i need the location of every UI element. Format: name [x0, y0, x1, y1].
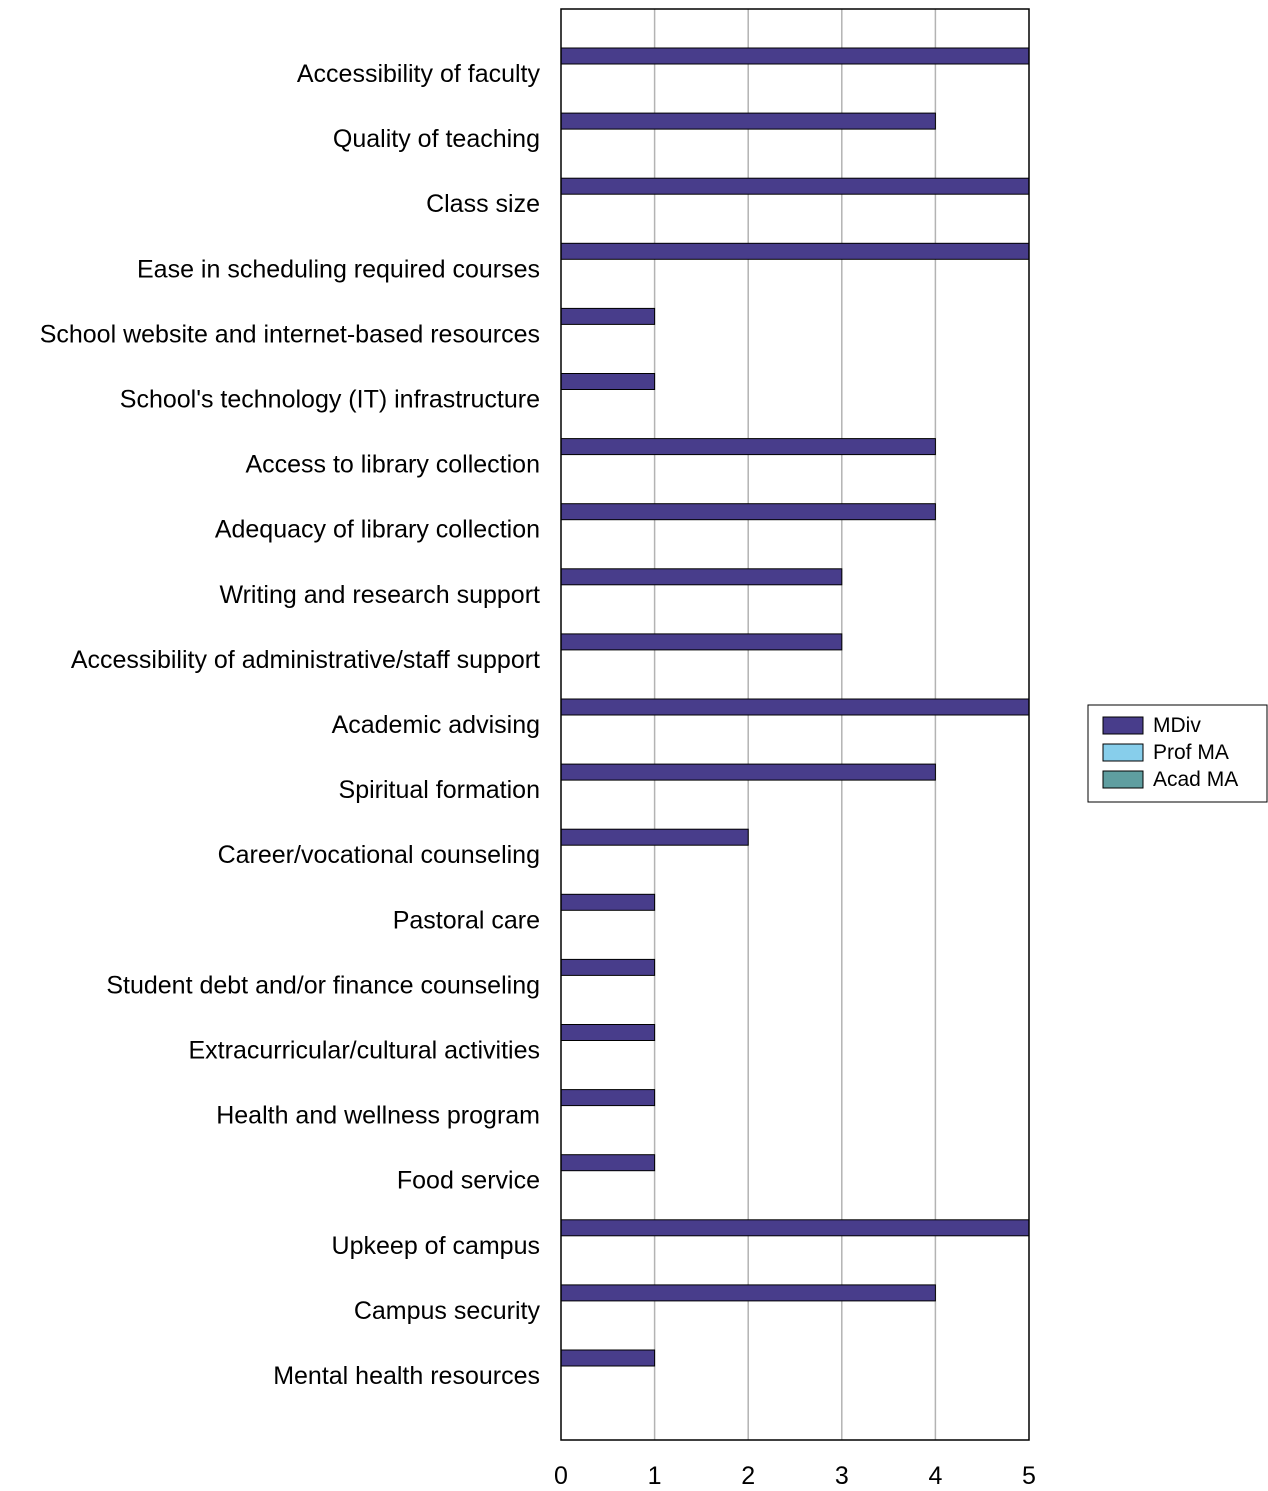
bars — [560, 47, 1030, 1367]
category-label: Mental health resources — [273, 1362, 540, 1390]
bar — [560, 958, 656, 976]
category-label: Food service — [397, 1167, 540, 1195]
bar — [560, 177, 1030, 195]
bar — [560, 1219, 1030, 1237]
bar — [560, 1284, 936, 1302]
category-label: Campus security — [354, 1297, 541, 1325]
legend-label: Prof MA — [1153, 741, 1229, 764]
bar — [560, 112, 936, 130]
bar — [560, 568, 843, 586]
legend-label: MDiv — [1153, 714, 1201, 737]
category-label: Academic advising — [332, 711, 540, 739]
category-label: Access to library collection — [245, 451, 540, 479]
bar — [560, 307, 656, 325]
category-label: Writing and research support — [219, 581, 540, 609]
x-tick-label: 2 — [741, 1462, 755, 1490]
x-tick-label: 0 — [554, 1462, 568, 1490]
legend-swatch — [1102, 716, 1144, 735]
category-label: Student debt and/or finance counseling — [106, 971, 540, 999]
category-labels: Accessibility of faculty Quality of teach… — [40, 60, 541, 1390]
category-label: Accessibility of administrative/staff su… — [71, 646, 540, 674]
category-label: Accessibility of faculty — [297, 60, 541, 88]
category-label: School website and internet-based resour… — [40, 320, 540, 348]
legend-swatch — [1102, 770, 1144, 789]
category-label: Adequacy of library collection — [215, 516, 540, 544]
x-tick-label: 5 — [1022, 1462, 1036, 1490]
bar — [560, 242, 1030, 260]
category-label: Career/vocational counseling — [218, 841, 540, 869]
bar — [560, 438, 936, 456]
category-label: Ease in scheduling required courses — [137, 255, 540, 283]
bar — [560, 1089, 656, 1107]
category-label: Health and wellness program — [216, 1102, 540, 1130]
legend-label: Acad MA — [1153, 768, 1238, 791]
bar — [560, 503, 936, 521]
bar — [560, 763, 936, 781]
category-label: Extracurricular/cultural activities — [189, 1037, 541, 1065]
category-label: Quality of teaching — [333, 125, 540, 153]
category-label: Upkeep of campus — [332, 1232, 540, 1260]
x-tick-labels: 0 1 2 3 4 5 — [554, 1462, 1036, 1490]
category-label: Pastoral care — [393, 906, 540, 934]
legend-swatch — [1102, 743, 1144, 762]
bar — [560, 373, 656, 390]
x-tick-label: 3 — [835, 1462, 849, 1490]
legend: MDiv Prof MA Acad MA — [1087, 704, 1268, 803]
plot-area-frame — [560, 8, 1030, 1441]
category-label: Spiritual formation — [339, 776, 540, 804]
category-label: School's technology (IT) infrastructure — [120, 386, 540, 414]
bar — [560, 828, 749, 846]
bar — [560, 47, 1030, 65]
bar — [560, 698, 1030, 716]
bar — [560, 1154, 656, 1172]
x-tick-label: 1 — [648, 1462, 662, 1490]
bar — [560, 1349, 656, 1367]
x-tick-label: 4 — [928, 1462, 942, 1490]
bar — [560, 633, 843, 651]
bar — [560, 893, 656, 911]
bar — [560, 1024, 656, 1041]
category-label: Class size — [426, 190, 540, 218]
